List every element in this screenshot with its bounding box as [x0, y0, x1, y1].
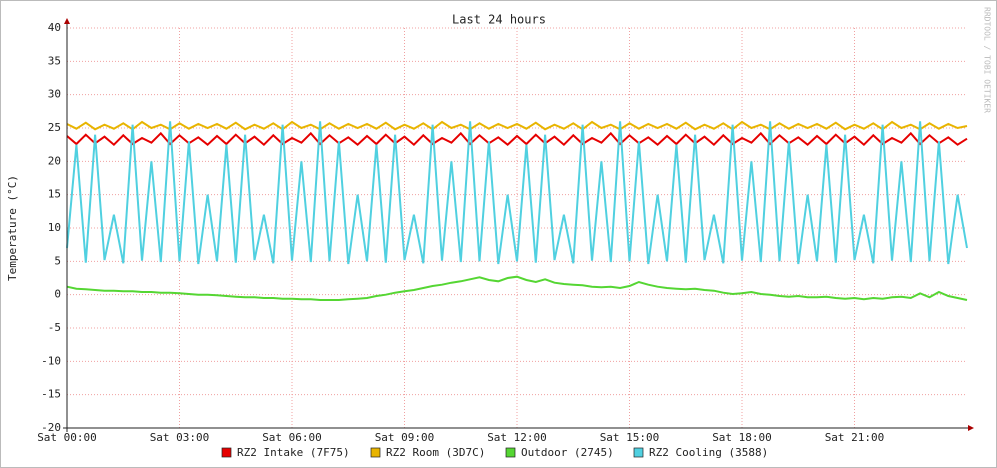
y-tick-label: 0	[54, 288, 61, 301]
legend-swatch	[505, 447, 516, 458]
series-line	[66, 121, 968, 265]
y-arrow	[64, 18, 70, 24]
y-tick-label: 10	[48, 221, 61, 234]
x-tick-label: Sat 21:00	[825, 431, 885, 444]
series-line	[66, 120, 968, 131]
legend-label: RZ2 Cooling (3588)	[649, 446, 768, 459]
y-tick-label: 25	[48, 121, 61, 134]
x-tick-label: Sat 09:00	[375, 431, 435, 444]
legend-label: Outdoor (2745)	[521, 446, 614, 459]
x-tick-label: Sat 12:00	[487, 431, 547, 444]
x-tick-label: Sat 15:00	[600, 431, 660, 444]
y-tick-label: 30	[48, 88, 61, 101]
legend-swatch	[370, 447, 381, 458]
legend-label: RZ2 Room (3D7C)	[386, 446, 485, 459]
legend-swatch	[633, 447, 644, 458]
y-axis-label: Temperature (°C)	[6, 175, 19, 281]
x-arrow	[968, 425, 974, 431]
x-tick-label: Sat 03:00	[150, 431, 210, 444]
y-tick-label: 5	[54, 254, 61, 267]
y-tick-label: 35	[48, 54, 61, 67]
legend-swatch	[221, 447, 232, 458]
y-tick-label: -20	[41, 421, 61, 434]
y-tick-label: -5	[48, 321, 61, 334]
legend: RZ2 Intake (7F75) RZ2 Room (3D7C) Outdoor …	[221, 446, 768, 459]
y-tick-label: -15	[41, 388, 61, 401]
y-tick-label: 15	[48, 188, 61, 201]
series-line	[66, 275, 968, 301]
y-tick-label: 20	[48, 154, 61, 167]
watermark: RRDTOOL / TOBI OETIKER	[983, 7, 992, 113]
series-line	[66, 131, 968, 147]
chart-title: Last 24 hours	[452, 13, 546, 27]
lines	[66, 120, 968, 301]
x-tick-label: Sat 06:00	[262, 431, 322, 444]
legend-label: RZ2 Intake (7F75)	[237, 446, 350, 459]
x-tick-label: Sat 00:00	[37, 431, 97, 444]
y-tick-label: 40	[48, 21, 61, 34]
x-tick-label: Sat 18:00	[712, 431, 772, 444]
y-tick-label: -10	[41, 354, 61, 367]
